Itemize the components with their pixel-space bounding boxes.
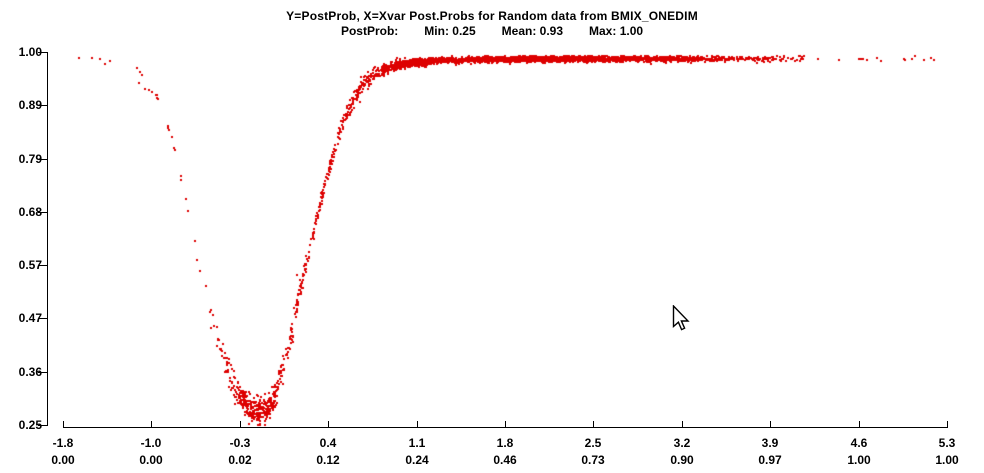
y-axis-line [47,52,48,426]
x-axis-tick-label: 5.3 [938,436,956,450]
x-tick-mark [328,421,329,427]
y-tick-mark [38,425,47,426]
x-axis-tick-label: 3.2 [673,436,691,450]
y-axis-tick-label: 0.89 [18,98,42,112]
x-axis-tick-label: 2.5 [584,436,602,450]
x-axis-tick-label: 4.6 [850,436,868,450]
x-axis-cdf-label: 0.12 [316,453,340,467]
x-axis-cdf-label: 0.90 [670,453,694,467]
y-axis-tick-label: 1.00 [18,45,42,59]
x-tick-mark [505,421,506,427]
y-axis-tick-label: 0.25 [18,418,42,432]
x-axis-cdf-label: 1.00 [935,453,959,467]
x-tick-mark [682,421,683,427]
y-axis-tick-label: 0.47 [18,311,42,325]
y-tick-mark [38,372,47,373]
x-axis-cdf-label: 0.73 [581,453,605,467]
y-tick-mark [38,318,47,319]
y-axis-tick-label: 0.36 [18,365,42,379]
y-axis-tick-label: 0.79 [18,152,42,166]
y-tick-mark [38,212,47,213]
x-axis-cdf-label: 0.02 [228,453,252,467]
y-tick-mark [38,52,47,53]
y-tick-mark [38,159,47,160]
x-tick-mark [151,421,152,427]
x-tick-mark [770,421,771,427]
x-axis-cdf-label: 0.00 [139,453,163,467]
x-tick-mark [593,421,594,427]
x-axis-cdf-label: 0.00 [51,453,75,467]
x-axis-cdf-label: 0.97 [758,453,782,467]
x-tick-mark [947,421,948,427]
x-axis-cdf-label: 0.24 [405,453,429,467]
y-axis-tick-label: 0.57 [18,258,42,272]
x-axis-cdf-label: 0.46 [493,453,517,467]
x-axis-tick-label: 1.1 [408,436,426,450]
y-axis-tick-label: 0.68 [18,205,42,219]
x-axis-tick-label: 1.8 [496,436,514,450]
x-axis-tick-label: -1.0 [140,436,162,450]
y-tick-mark [38,105,47,106]
x-axis-tick-label: 3.9 [761,436,779,450]
x-axis-tick-label: -0.3 [229,436,251,450]
x-axis-tick-label: -1.8 [52,436,74,450]
x-tick-mark [859,421,860,427]
x-tick-mark [417,421,418,427]
x-axis-line [63,427,948,428]
y-tick-mark [38,265,47,266]
x-tick-mark [63,421,64,427]
x-axis-tick-label: 0.4 [319,436,337,450]
x-tick-mark [240,421,241,427]
x-axis-cdf-label: 1.00 [847,453,871,467]
